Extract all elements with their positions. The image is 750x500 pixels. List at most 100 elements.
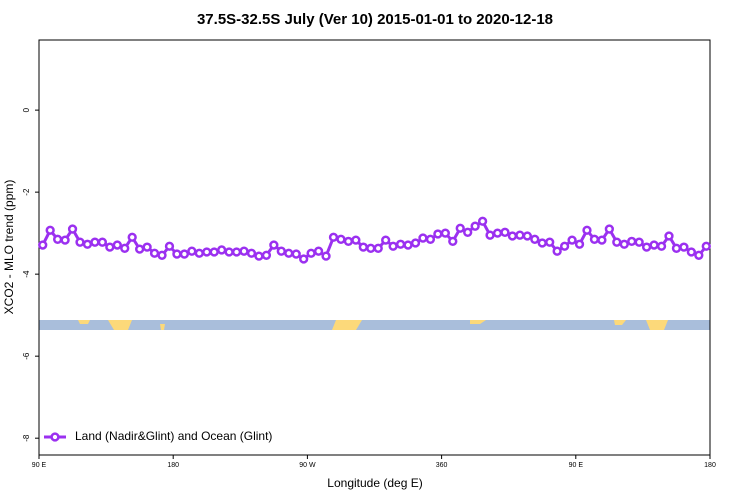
data-point [172,249,182,259]
chart-title: 37.5S-32.5S July (Ver 10) 2015-01-01 to … [197,11,553,28]
land [332,320,362,330]
data-point [187,246,197,256]
data-point [545,237,555,247]
data-point [321,251,331,261]
data-point [679,242,689,252]
data-point [694,250,704,260]
y-tick-label: 0 [22,107,31,112]
data-point [627,236,637,246]
land-ocean-strip [39,320,710,330]
data-point [82,239,93,249]
data-point [507,231,518,241]
data-point [45,225,55,235]
x-tick-label: 90 W [299,462,316,469]
x-tick-label: 360 [436,462,448,469]
data-point [381,235,391,245]
data-point [477,216,488,226]
data-point [142,242,152,252]
data-point [351,235,361,245]
legend-marker [50,432,60,442]
data-point [373,243,383,253]
data-point [597,235,607,245]
y-tick-label: -8 [22,434,31,442]
data-point [604,224,614,234]
data-point [582,225,592,235]
data-point [589,234,600,244]
data-point [135,244,145,254]
data-point [269,240,279,250]
data-point [433,229,443,239]
data-point [701,241,711,251]
x-tick-label: 180 [704,462,716,469]
land [160,324,165,330]
data-point [224,247,234,257]
data-point [656,241,667,251]
land [614,320,626,325]
y-axis-label: XCO2 - MLO trend (ppm) [2,180,16,315]
data-point [574,239,585,249]
data-point [291,249,301,259]
data-point [612,237,622,247]
data-point [641,242,652,252]
data-point [559,241,570,251]
data-point [105,242,115,252]
data-point [358,242,368,252]
data-point [440,228,450,238]
data-point [127,232,137,242]
data-point [202,247,212,257]
data-point [194,248,204,258]
data-point [60,235,70,245]
data-point [619,239,629,249]
data-point [261,250,272,260]
data-point [328,232,339,242]
data-point [284,248,294,258]
data-point [470,221,480,231]
x-axis-label: Longitude (deg E) [327,476,422,490]
data-point [530,234,540,244]
data-point [671,243,682,253]
data-point [448,236,458,246]
data-point [52,234,63,244]
data-point [67,224,78,234]
ocean [39,320,710,330]
data-point [149,248,160,258]
y-tick-label: -4 [22,270,31,278]
data-point [38,240,48,250]
data-point [209,247,219,257]
land [470,320,486,324]
data-point [366,243,376,253]
x-tick-label: 90 E [569,462,584,469]
data-point [410,238,421,248]
data-point [649,240,659,250]
data-point [634,237,644,247]
data-point [567,235,577,245]
data-point [217,245,227,255]
data-point [455,223,465,233]
data-point [463,227,473,237]
data-point [515,230,525,240]
data-point [90,237,100,247]
data-point [395,239,406,249]
data-point [403,240,413,250]
data-point [686,247,697,257]
data-point [299,254,309,264]
data-point [492,228,503,238]
data-point [120,243,130,253]
data-point [112,240,122,250]
data-point [246,248,257,258]
data-point [522,231,532,241]
data-point [254,251,264,261]
data-point [388,241,398,251]
y-tick-label: -6 [22,352,31,360]
land [646,320,668,330]
data-point [537,238,547,248]
data-point [552,246,562,256]
data-point [276,246,286,256]
data-point [179,249,190,259]
data-point [418,233,428,243]
data-point [239,246,249,256]
legend-label: Land (Nadir&Glint) and Ocean (Glint) [75,429,272,443]
y-tick-label: -2 [22,188,31,196]
data-point [425,234,436,244]
